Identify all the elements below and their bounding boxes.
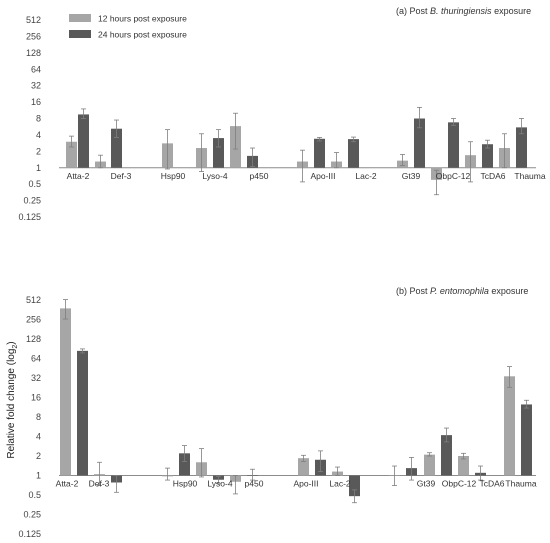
bar-24h-obpc-12 [448, 122, 459, 168]
y-tick-label: 0.5 [28, 490, 41, 500]
category-label-atta-2: Atta-2 [67, 171, 90, 181]
category-label-def-3: Def-3 [111, 171, 132, 181]
panel-title-prefix: (a) Post [396, 6, 430, 16]
category-label-thauma: Thauma [505, 479, 536, 489]
panel-title-suffix: exposure [489, 286, 529, 296]
legend-swatch-12h [69, 14, 91, 22]
panel-title-bottom: (b) Post P. entomophila exposure [396, 286, 528, 296]
panel-top: (a) Post B. thuringiensis exposure 0.125 0… [18, 6, 545, 222]
bar-12h-tcda6 [458, 456, 469, 476]
category-label-lac-2: Lac-2 [329, 479, 351, 489]
category-label-tcda6: TcDA6 [480, 171, 505, 181]
bar-12h-atta-2 [66, 141, 77, 168]
y-tick-label: 32 [31, 373, 41, 383]
category-label-apo-iii: Apo-III [293, 479, 318, 489]
category-label-p450: p450 [245, 479, 264, 489]
panel-title-species: P. entomophila [430, 286, 489, 296]
y-tick-label: 256 [26, 315, 41, 325]
y-tick-label: 32 [31, 81, 41, 91]
y-tick-label: 4 [36, 130, 41, 140]
category-label-def-3: Def-3 [89, 479, 110, 489]
y-tick-label: 512 [26, 295, 41, 305]
category-label-lyso-4: Lyso-4 [202, 171, 227, 181]
y-tick-label: 64 [31, 354, 41, 364]
bar-12h-obpc-12 [424, 454, 435, 476]
bar-12h-atta-2 [60, 308, 71, 476]
legend-swatch-24h [69, 30, 91, 38]
y-tick-label: 256 [26, 31, 41, 41]
panel-title-top: (a) Post B. thuringiensis exposure [396, 6, 531, 16]
y-tick-label: 512 [26, 15, 41, 25]
category-label-obpc-12: ObpC-12 [442, 479, 477, 489]
y-tick-label: 16 [31, 393, 41, 403]
category-label-obpc-12: ObpC-12 [436, 171, 471, 181]
legend-label-12h: 12 hours post exposure [98, 14, 187, 24]
y-tick-label: 0.25 [23, 510, 41, 520]
y-axis-label-main: Relative fold change (log [6, 349, 17, 459]
bar-24h-atta-2 [77, 350, 88, 476]
bar-24h-obpc-12 [441, 435, 452, 476]
panel-title-species: B. thuringiensis [430, 6, 492, 16]
y-tick-label: 0.125 [18, 529, 41, 539]
category-label-gt39: Gt39 [417, 479, 436, 489]
y-tick-label: 2 [36, 146, 41, 156]
y-tick-label: 16 [31, 97, 41, 107]
category-label-tcda6: TcDA6 [479, 479, 504, 489]
y-tick-label: 128 [26, 48, 41, 58]
bar-24h-atta-2 [78, 114, 89, 168]
y-tick-label: 128 [26, 334, 41, 344]
legend: 12 hours post exposure 24 hours post exp… [69, 14, 187, 40]
y-tick-label: 64 [31, 64, 41, 74]
y-tick-label: 8 [36, 412, 41, 422]
y-tick-label: 0.25 [23, 196, 41, 206]
category-label-atta-2: Atta-2 [56, 479, 79, 489]
bar-24h-lac-2 [349, 475, 360, 497]
panel-bottom: (b) Post P. entomophila exposure 0.125 0.2… [18, 286, 536, 539]
category-label-hsp90: Hsp90 [161, 171, 186, 181]
legend-label-24h: 24 hours post exposure [98, 30, 187, 40]
y-tick-label: 0.125 [18, 212, 41, 222]
category-label-lac-2: Lac-2 [355, 171, 377, 181]
bar-24h-hsp90 [179, 453, 190, 476]
panel-title-suffix: exposure [492, 6, 532, 16]
y-tick-label: 1 [36, 471, 41, 481]
y-tick-label: 2 [36, 451, 41, 461]
bar-24h-gt39 [414, 118, 425, 168]
bar-24h-def-3 [111, 128, 122, 168]
y-axis-label-subscript: 2 [12, 345, 19, 349]
bar-12h-apo-iii [298, 458, 309, 476]
y-tick-label: 8 [36, 114, 41, 124]
category-label-lyso-4: Lyso-4 [207, 479, 232, 489]
bar-24h-lac-2 [348, 139, 359, 168]
y-axis-label: Relative fold change (log2) [6, 341, 19, 458]
category-label-thauma: Thauma [514, 171, 545, 181]
bar-24h-tcda6 [482, 144, 493, 168]
bar-24h-thauma [521, 404, 532, 476]
bar-12h-thauma [504, 376, 515, 476]
y-tick-label: 0.5 [28, 179, 41, 189]
panel-title-prefix: (b) Post [396, 286, 430, 296]
y-tick-label: 4 [36, 432, 41, 442]
y-tick-label: 1 [36, 163, 41, 173]
bar-24h-apo-iii [314, 138, 325, 168]
category-label-hsp90: Hsp90 [173, 479, 198, 489]
bar-24h-thauma [516, 127, 527, 168]
category-label-p450: p450 [250, 171, 269, 181]
y-axis-label-close: ) [6, 341, 17, 344]
category-label-gt39: Gt39 [402, 171, 421, 181]
category-label-apo-iii: Apo-III [310, 171, 335, 181]
bar-24h-lyso-4 [213, 138, 224, 168]
